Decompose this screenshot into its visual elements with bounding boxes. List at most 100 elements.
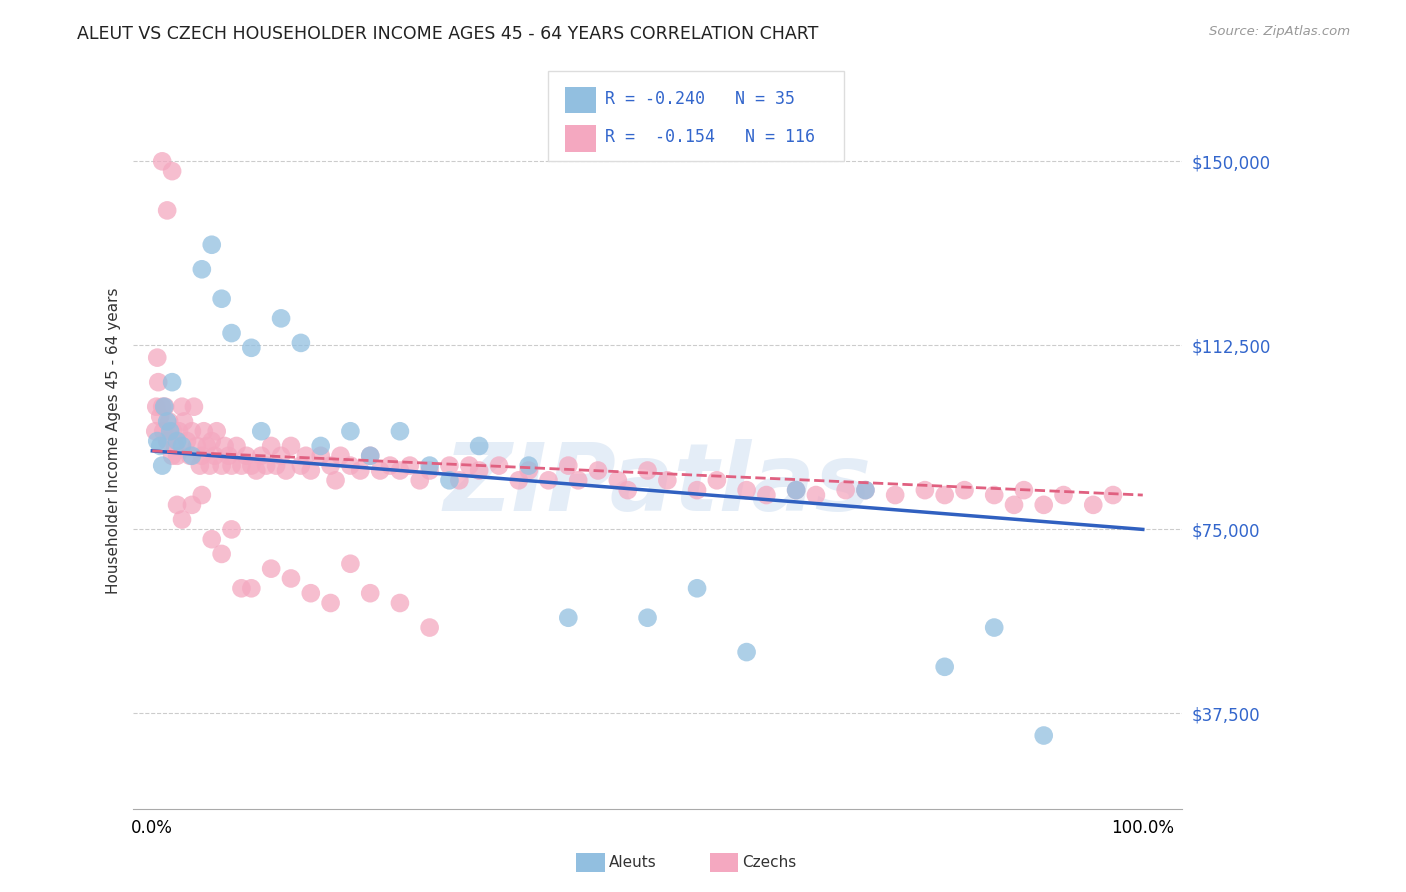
Point [319, 458, 342, 473]
Point [1032, 498, 1054, 512]
Point [735, 645, 758, 659]
Point [325, 473, 347, 487]
Point [264, 458, 287, 473]
Point [309, 449, 332, 463]
Point [179, 449, 201, 463]
Point [193, 424, 215, 438]
Point [218, 449, 240, 463]
Point [855, 483, 877, 497]
Point [567, 473, 589, 487]
Point [225, 439, 247, 453]
Point [240, 582, 263, 596]
Point [359, 449, 381, 463]
Point [181, 449, 204, 463]
Point [983, 488, 1005, 502]
Point [270, 449, 292, 463]
Point [162, 424, 184, 438]
Point [240, 341, 263, 355]
Text: Source: ZipAtlas.com: Source: ZipAtlas.com [1209, 25, 1350, 38]
Point [914, 483, 936, 497]
Y-axis label: Householder Income Ages 45 - 64 years: Householder Income Ages 45 - 64 years [107, 288, 121, 594]
Point [260, 439, 283, 453]
Point [152, 424, 174, 438]
Text: R = -0.240   N = 35: R = -0.240 N = 35 [605, 90, 794, 108]
Point [173, 414, 195, 428]
Point [160, 449, 183, 463]
Point [785, 483, 807, 497]
Point [339, 458, 361, 473]
Point [170, 400, 193, 414]
Point [1012, 483, 1035, 497]
Point [195, 439, 218, 453]
Point [221, 458, 243, 473]
Point [637, 611, 659, 625]
Point [188, 458, 211, 473]
Point [146, 434, 169, 448]
Point [299, 586, 322, 600]
Point [557, 458, 579, 473]
Point [149, 409, 172, 424]
Point [250, 424, 273, 438]
Point [398, 458, 420, 473]
Text: Czechs: Czechs [742, 855, 797, 870]
Point [160, 164, 183, 178]
Point [146, 351, 169, 365]
Point [270, 311, 292, 326]
Text: ZIPatlas: ZIPatlas [443, 439, 872, 532]
Point [586, 463, 609, 477]
Point [156, 203, 179, 218]
Point [686, 582, 709, 596]
Point [181, 424, 204, 438]
Point [290, 458, 312, 473]
Text: Aleuts: Aleuts [609, 855, 657, 870]
Point [280, 572, 302, 586]
Point [191, 262, 214, 277]
Point [150, 458, 173, 473]
Point [488, 458, 510, 473]
Point [245, 463, 267, 477]
Point [439, 473, 461, 487]
Point [204, 449, 226, 463]
Point [211, 292, 233, 306]
Point [280, 439, 302, 453]
Point [517, 463, 540, 477]
Point [804, 488, 827, 502]
Point [166, 434, 188, 448]
Point [934, 488, 956, 502]
Point [557, 611, 579, 625]
Point [153, 400, 176, 414]
Point [290, 335, 312, 350]
Text: ALEUT VS CZECH HOUSEHOLDER INCOME AGES 45 - 64 YEARS CORRELATION CHART: ALEUT VS CZECH HOUSEHOLDER INCOME AGES 4… [77, 25, 818, 43]
Point [166, 498, 188, 512]
Point [181, 498, 204, 512]
Point [449, 473, 471, 487]
Point [198, 458, 221, 473]
Point [186, 439, 208, 453]
Point [388, 596, 411, 610]
Point [359, 449, 381, 463]
Point [211, 458, 233, 473]
Point [378, 458, 401, 473]
Point [156, 434, 179, 448]
Point [517, 458, 540, 473]
Point [468, 439, 491, 453]
Point [606, 473, 628, 487]
Point [150, 154, 173, 169]
Point [201, 532, 224, 546]
Point [834, 483, 856, 497]
Point [1102, 488, 1125, 502]
Point [419, 458, 441, 473]
Point [1052, 488, 1074, 502]
Point [983, 621, 1005, 635]
Point [359, 586, 381, 600]
Point [368, 463, 391, 477]
Point [211, 547, 233, 561]
Point [165, 439, 187, 453]
Point [176, 434, 198, 448]
Point [616, 483, 638, 497]
Point [221, 326, 243, 340]
Point [201, 237, 224, 252]
Text: R =  -0.154   N = 116: R = -0.154 N = 116 [605, 128, 814, 146]
Point [299, 463, 322, 477]
Point [191, 449, 214, 463]
